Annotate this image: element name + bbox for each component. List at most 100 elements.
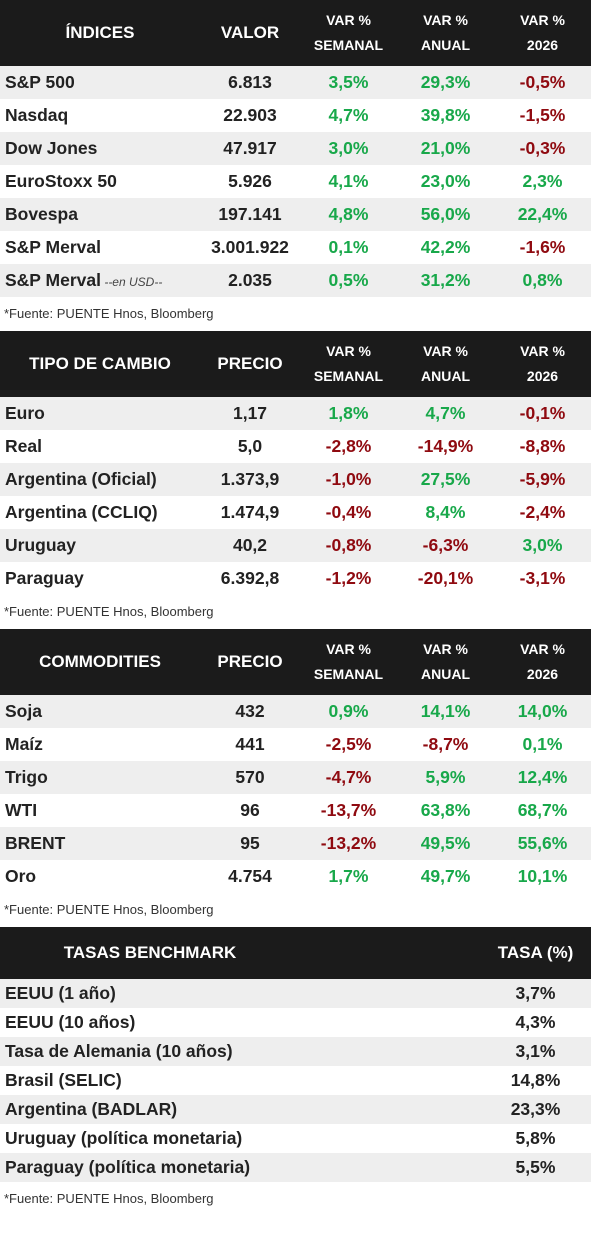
row-var-year: 27,5% [420, 469, 471, 489]
indices-header-ytd: VAR % 2026 [520, 12, 565, 53]
row-var-year: 5,9% [425, 767, 466, 787]
row-var-ytd: -2,4% [519, 502, 566, 522]
row-var-week: 4,1% [328, 171, 369, 191]
indices-header-name: ÍNDICES [65, 23, 135, 42]
row-var-ytd: -8,8% [519, 436, 566, 456]
row-name: Oro [5, 866, 37, 886]
table-row: EuroStoxx 50 5.926 4,1% 23,0% 2,3% [0, 165, 591, 198]
row-var-week: 4,7% [328, 105, 369, 125]
row-var-week: -13,7% [320, 800, 377, 820]
fx-header-name: TIPO DE CAMBIO [29, 354, 171, 373]
row-name: BRENT [5, 833, 66, 853]
row-name: Euro [5, 403, 45, 423]
row-var-ytd: 3,0% [522, 535, 563, 555]
row-value: 40,2 [232, 535, 268, 555]
row-var-ytd: 14,0% [517, 701, 568, 721]
commodities-header-value: PRECIO [217, 652, 283, 671]
table-row: WTI 96 -13,7% 63,8% 68,7% [0, 794, 591, 827]
row-value: 432 [235, 701, 265, 721]
row-var-year: 8,4% [425, 502, 466, 522]
row-var-year: 63,8% [420, 800, 471, 820]
row-var-week: 3,0% [328, 138, 369, 158]
row-var-ytd: -3,1% [519, 568, 566, 588]
table-row: Argentina (Oficial) 1.373,9 -1,0% 27,5% -5,9… [0, 463, 591, 496]
commodities-header-name: COMMODITIES [39, 652, 161, 671]
row-var-week: -1,2% [325, 568, 372, 588]
row-var-ytd: 0,8% [522, 270, 563, 290]
row-var-year: 4,7% [425, 403, 466, 423]
commodities-section: COMMODITIES PRECIO VAR % SEMANAL VAR % ANU… [0, 629, 591, 927]
table-row: BRENT 95 -13,2% 49,5% 55,6% [0, 827, 591, 860]
fx-header-week: VAR % SEMANAL [313, 343, 384, 384]
table-row: Paraguay (política monetaria) 5,5% [0, 1153, 591, 1182]
row-value: 5,0 [237, 436, 263, 456]
table-row: Oro 4.754 1,7% 49,7% 10,1% [0, 860, 591, 893]
row-var-week: 3,5% [328, 72, 369, 92]
row-var-ytd: -1,5% [519, 105, 566, 125]
row-var-ytd: 12,4% [517, 767, 568, 787]
row-value: 5.926 [228, 171, 272, 191]
row-var-week: 1,7% [328, 866, 369, 886]
row-value: 2.035 [228, 270, 272, 290]
row-value: 441 [235, 734, 265, 754]
indices-section: ÍNDICES VALOR VAR % SEMANAL VAR % ANUAL VA… [0, 0, 591, 331]
row-name: EuroStoxx 50 [5, 171, 117, 191]
row-var-week: 1,8% [328, 403, 369, 423]
row-name: Uruguay [5, 535, 76, 555]
row-name: Argentina (CCLIQ) [5, 502, 158, 522]
row-var-year: 31,2% [420, 270, 471, 290]
row-value: 3.001.922 [211, 237, 289, 257]
row-name: Nasdaq [5, 105, 69, 125]
table-row: Argentina (CCLIQ) 1.474,9 -0,4% 8,4% -2,4% [0, 496, 591, 529]
row-value: 3,1% [515, 1041, 556, 1061]
row-value: 570 [235, 767, 265, 787]
table-row: Trigo 570 -4,7% 5,9% 12,4% [0, 761, 591, 794]
row-name-suffix: --en USD-- [100, 275, 163, 289]
fx-header: TIPO DE CAMBIO PRECIO VAR % SEMANAL VAR %… [0, 331, 591, 397]
table-row: Nasdaq 22.903 4,7% 39,8% -1,5% [0, 99, 591, 132]
row-var-year: 42,2% [420, 237, 471, 257]
row-var-week: -13,2% [320, 833, 377, 853]
rates-header-name: TASAS BENCHMARK [63, 943, 237, 962]
row-var-ytd: -5,9% [519, 469, 566, 489]
commodities-header: COMMODITIES PRECIO VAR % SEMANAL VAR % ANU… [0, 629, 591, 695]
row-var-year: 56,0% [420, 204, 471, 224]
row-var-year: 29,3% [420, 72, 471, 92]
row-value: 4,3% [515, 1012, 556, 1032]
row-name: EEUU (1 año) [5, 983, 116, 1003]
row-value: 4.754 [228, 866, 272, 886]
row-var-week: -2,8% [325, 436, 372, 456]
table-row: Uruguay 40,2 -0,8% -6,3% 3,0% [0, 529, 591, 562]
row-name: Soja [5, 701, 42, 721]
table-row: Uruguay (política monetaria) 5,8% [0, 1124, 591, 1153]
row-var-ytd: 0,1% [522, 734, 563, 754]
row-name: EEUU (10 años) [5, 1012, 136, 1032]
table-row: Brasil (SELIC) 14,8% [0, 1066, 591, 1095]
row-value: 22.903 [223, 105, 277, 125]
row-var-ytd: 55,6% [517, 833, 568, 853]
table-row: S&P Merval 3.001.922 0,1% 42,2% -1,6% [0, 231, 591, 264]
row-var-year: 39,8% [420, 105, 471, 125]
row-var-ytd: -0,1% [519, 403, 566, 423]
row-name: Tasa de Alemania (10 años) [5, 1041, 233, 1061]
row-var-week: 0,9% [328, 701, 369, 721]
table-row: Real 5,0 -2,8% -14,9% -8,8% [0, 430, 591, 463]
indices-header-week: VAR % SEMANAL [313, 12, 384, 53]
row-value: 14,8% [510, 1070, 561, 1090]
row-name: Bovespa [5, 204, 78, 224]
fx-header-value: PRECIO [217, 354, 283, 373]
commodities-header-ytd: VAR % 2026 [520, 641, 565, 682]
row-var-year: 21,0% [420, 138, 471, 158]
row-var-ytd: -1,6% [519, 237, 566, 257]
row-var-week: -0,8% [325, 535, 372, 555]
row-var-ytd: 22,4% [517, 204, 568, 224]
row-value: 3,7% [515, 983, 556, 1003]
row-var-week: -0,4% [325, 502, 372, 522]
indices-table-body: S&P 500 6.813 3,5% 29,3% -0,5% Nasdaq 22.903 4,… [0, 66, 591, 297]
table-row: S&P Merval --en USD-- 2.035 0,5% 31,2% 0,8% [0, 264, 591, 297]
row-var-week: -1,0% [325, 469, 372, 489]
row-var-ytd: 10,1% [517, 866, 568, 886]
fx-table-body: Euro 1,17 1,8% 4,7% -0,1% Real 5,0 -2,8% -14,9% -… [0, 397, 591, 595]
row-var-year: 49,5% [420, 833, 471, 853]
table-row: EEUU (1 año) 3,7% [0, 979, 591, 1008]
